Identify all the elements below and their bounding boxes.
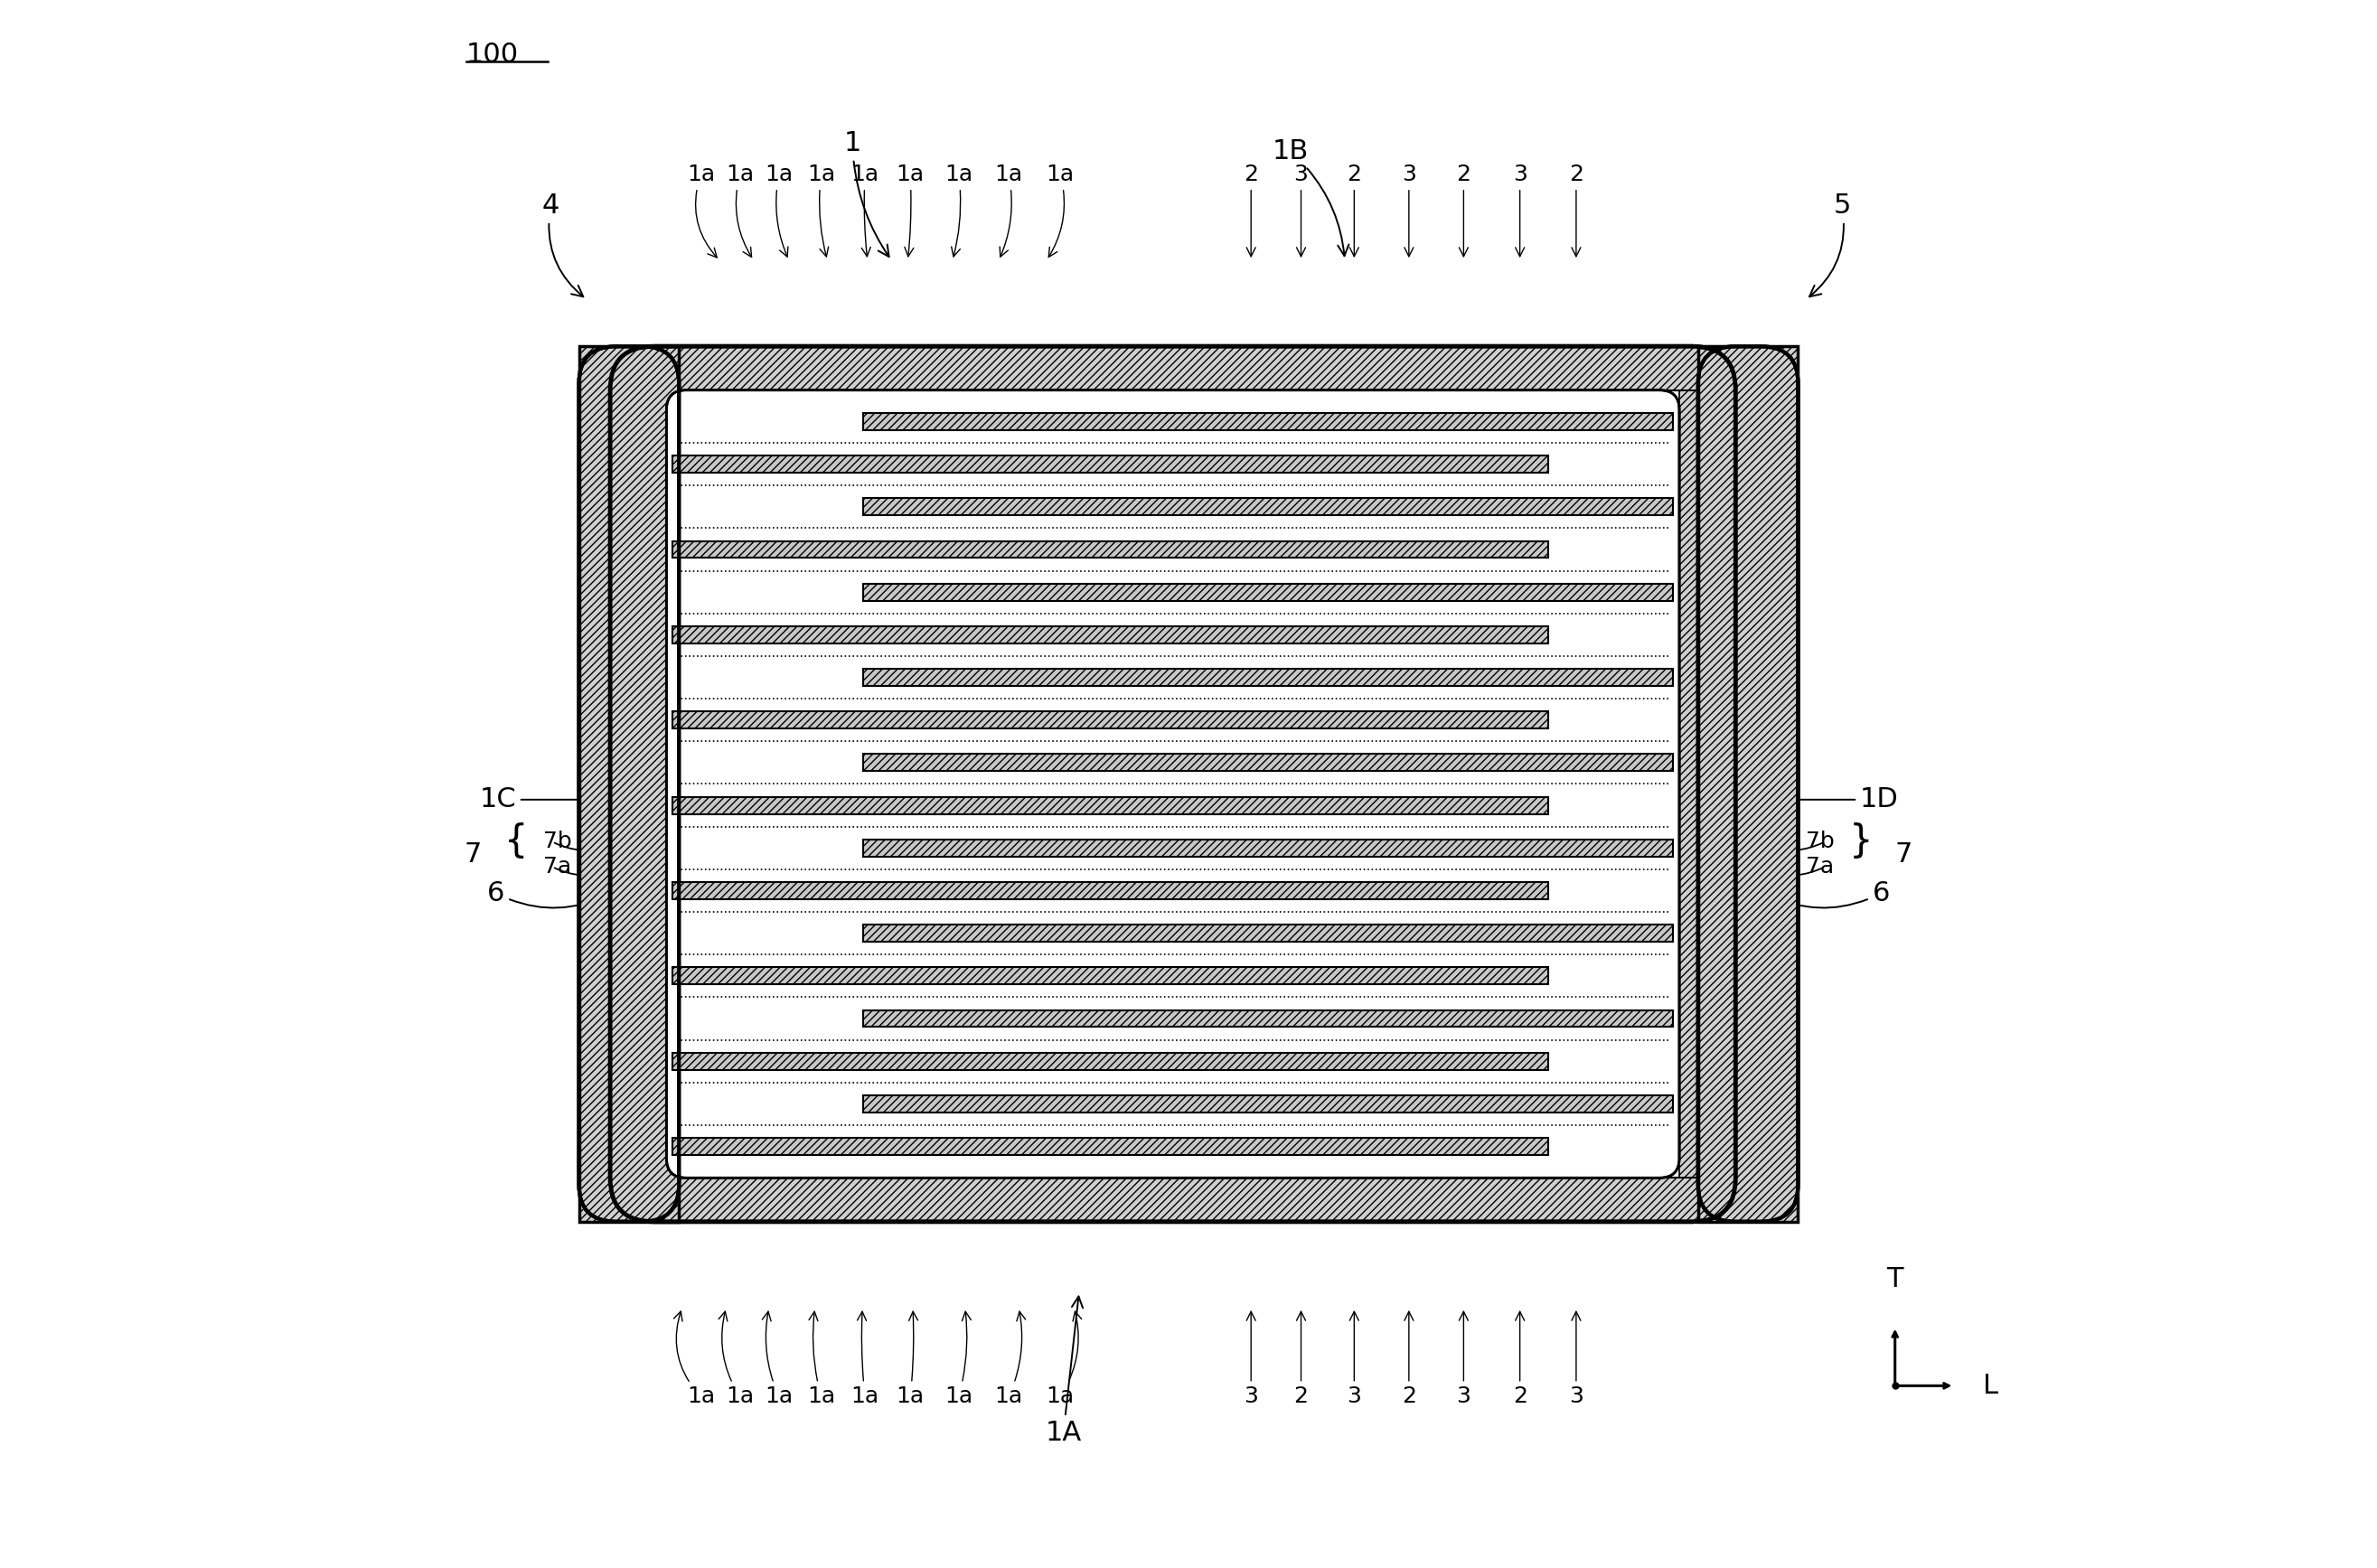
Text: 2: 2 — [1243, 163, 1257, 257]
Bar — [863, 1094, 1673, 1112]
Bar — [673, 883, 1547, 898]
Text: 6: 6 — [1771, 880, 1890, 908]
Bar — [863, 1010, 1673, 1027]
Text: 7a: 7a — [1807, 856, 1835, 878]
Text: 3: 3 — [1402, 163, 1417, 257]
Text: 2: 2 — [1293, 1311, 1307, 1408]
Bar — [863, 925, 1673, 942]
Text: 2: 2 — [1512, 1311, 1526, 1408]
Text: 1a: 1a — [851, 163, 879, 257]
Bar — [863, 839, 1673, 856]
Bar — [673, 1052, 1547, 1069]
Text: 6: 6 — [487, 880, 606, 908]
Text: 7: 7 — [464, 840, 483, 867]
Text: 1a: 1a — [763, 1311, 794, 1408]
Bar — [673, 967, 1547, 985]
Text: 1a: 1a — [944, 163, 972, 257]
Text: 1a: 1a — [994, 163, 1022, 257]
Text: 1C: 1C — [480, 787, 606, 812]
Bar — [1697, 347, 1797, 1221]
Text: 2: 2 — [1457, 163, 1471, 257]
Text: 2: 2 — [1348, 163, 1362, 257]
Text: 1a: 1a — [896, 163, 925, 257]
FancyBboxPatch shape — [611, 347, 1735, 1221]
Bar — [673, 1138, 1547, 1156]
Bar — [642, 390, 666, 1178]
Text: 1a: 1a — [1046, 163, 1074, 257]
Text: 5: 5 — [1809, 193, 1852, 296]
Bar — [673, 456, 1547, 474]
Bar — [673, 712, 1547, 729]
Bar — [673, 797, 1547, 814]
Text: 1A: 1A — [1046, 1297, 1084, 1446]
Text: 1a: 1a — [673, 1311, 715, 1408]
Text: 3: 3 — [1512, 163, 1526, 257]
Bar — [580, 347, 680, 1221]
Text: 1a: 1a — [896, 1311, 925, 1408]
Bar — [863, 412, 1673, 430]
Text: 1a: 1a — [944, 1311, 972, 1408]
Text: 1a: 1a — [808, 1311, 834, 1408]
Text: 1a: 1a — [1046, 1311, 1082, 1408]
Text: 1a: 1a — [851, 1311, 879, 1408]
Text: 3: 3 — [1569, 1311, 1583, 1408]
Bar — [863, 754, 1673, 771]
Bar — [1678, 390, 1704, 1178]
Text: 1B: 1B — [1272, 138, 1348, 256]
Bar — [673, 541, 1547, 558]
Text: 7a: 7a — [542, 856, 570, 878]
Text: 7b: 7b — [1807, 831, 1835, 853]
Bar — [863, 670, 1673, 685]
Text: L: L — [1982, 1372, 1999, 1399]
Text: 2: 2 — [1569, 163, 1583, 257]
Text: T: T — [1887, 1265, 1904, 1292]
Text: 1a: 1a — [718, 1311, 754, 1408]
Text: 1a: 1a — [765, 163, 794, 257]
Bar — [863, 499, 1673, 516]
Text: 3: 3 — [1293, 163, 1307, 257]
Text: 2: 2 — [1402, 1311, 1417, 1408]
Text: 1a: 1a — [808, 163, 834, 257]
Text: 3: 3 — [1243, 1311, 1257, 1408]
Text: 3: 3 — [1348, 1311, 1362, 1408]
Text: 1: 1 — [844, 130, 889, 257]
Text: 3: 3 — [1457, 1311, 1471, 1408]
Text: 7: 7 — [1894, 840, 1913, 867]
FancyBboxPatch shape — [666, 390, 1678, 1178]
Bar — [673, 626, 1547, 643]
Text: 4: 4 — [542, 193, 582, 296]
Text: 100: 100 — [466, 42, 518, 67]
Text: {: { — [504, 823, 528, 861]
Bar — [611, 1178, 1735, 1221]
Text: 1a: 1a — [725, 163, 754, 257]
Bar — [611, 347, 1735, 390]
Bar — [863, 583, 1673, 601]
Text: 1a: 1a — [994, 1311, 1024, 1408]
Text: }: } — [1849, 823, 1873, 861]
Text: 1a: 1a — [687, 163, 718, 257]
Text: 7b: 7b — [542, 831, 570, 853]
Text: 1D: 1D — [1771, 787, 1899, 812]
